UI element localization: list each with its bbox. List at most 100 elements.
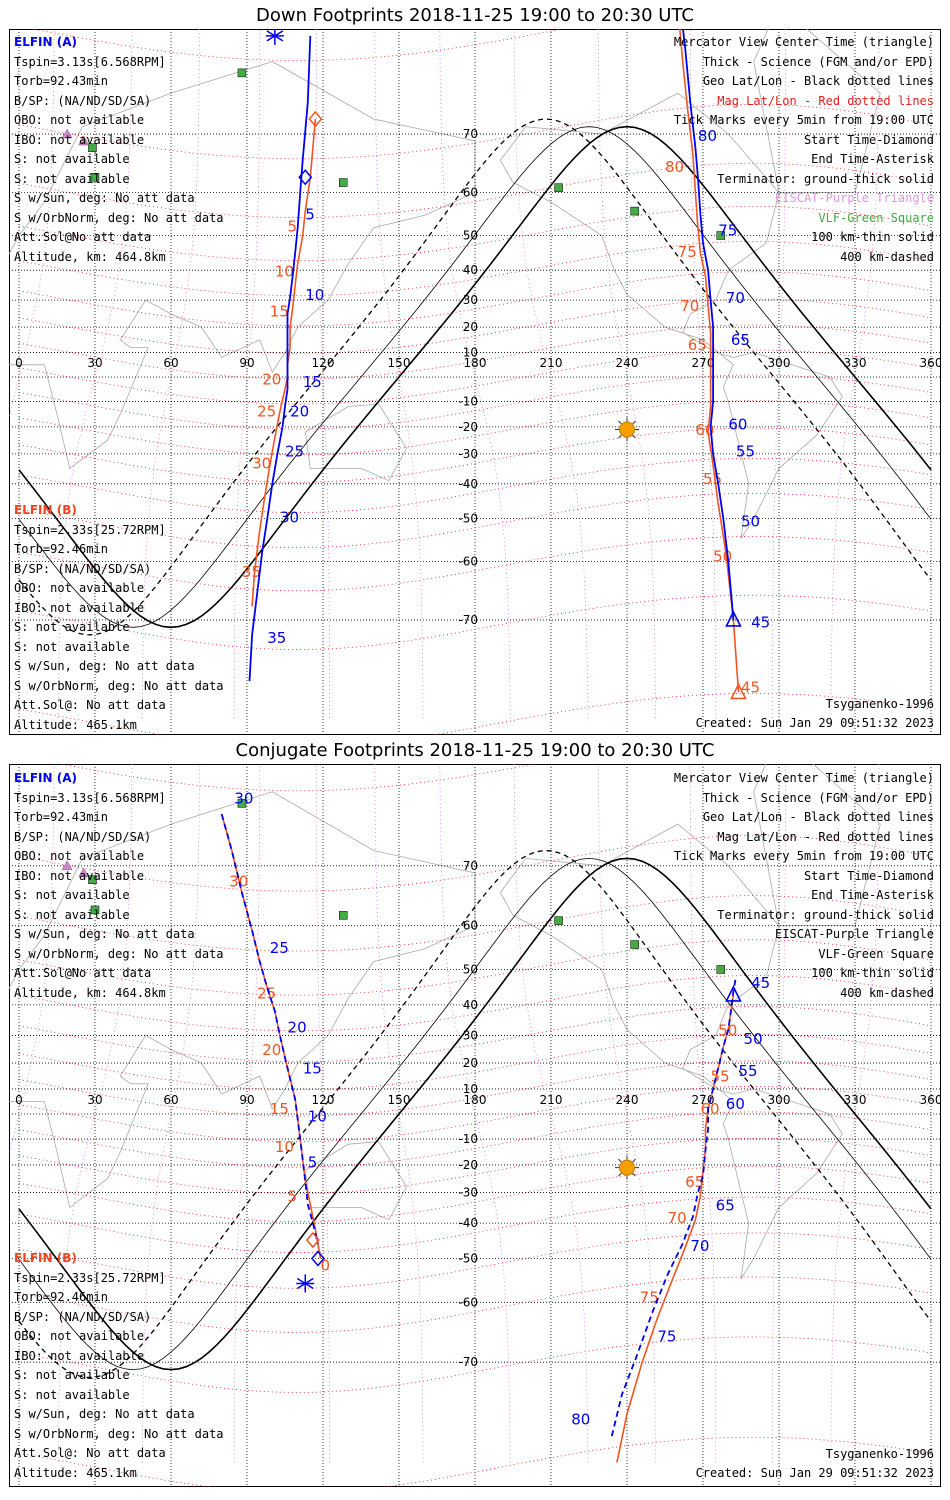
map-conjugate[interactable]: 0 30 60 90 120 150 180 210 240 270 300 330 360706050… bbox=[9, 764, 941, 1487]
mag-parallel bbox=[18, 594, 932, 651]
lat-tick-label: 10 bbox=[463, 345, 478, 359]
elfin-a-line: S w/Sun, deg: No att data bbox=[14, 191, 195, 205]
lon-tick-label: 240 bbox=[616, 1093, 639, 1107]
elfin-b-line: S: not available bbox=[14, 620, 130, 634]
lat-tick-label: 40 bbox=[463, 998, 478, 1012]
panel-title-down: Down Footprints 2018-11-25 19:00 to 20:3… bbox=[256, 5, 694, 26]
elfin-a-tick-label: 15 bbox=[303, 1060, 322, 1078]
elfin-a-tick-label: 30 bbox=[280, 508, 299, 526]
created-label-conjugate: Created: Sun Jan 29 09:51:32 2023 bbox=[695, 1466, 934, 1480]
legend-line: Mag Lat/Lon - Red dotted lines bbox=[717, 829, 934, 844]
mag-meridian bbox=[830, 29, 880, 719]
lat-tick-label: 50 bbox=[463, 962, 478, 976]
lat-tick-label: 10 bbox=[463, 1082, 478, 1096]
elfin-b-line: Att.Sol@: No att data bbox=[14, 698, 166, 712]
lat-tick-label: 20 bbox=[463, 1056, 478, 1070]
elfin-a-tick-label: 10 bbox=[305, 286, 324, 304]
elfin-b-line: Torb=92.46min bbox=[14, 542, 108, 556]
mag-parallel bbox=[18, 1276, 932, 1333]
lat-tick-label: -60 bbox=[458, 554, 478, 568]
elfin-a-tick-label: 20 bbox=[290, 403, 309, 421]
elfin-b-tick-label: 30 bbox=[252, 454, 271, 472]
lon-tick-label: 330 bbox=[844, 356, 867, 370]
elfin-b-header: ELFIN (B) bbox=[14, 1251, 77, 1265]
lat-tick-label: -10 bbox=[458, 395, 478, 409]
elfin-a-line: S: not available bbox=[14, 888, 130, 902]
elfin-b-tick-label: 25 bbox=[257, 984, 276, 1002]
legend-line: Start Time-Diamond bbox=[803, 868, 934, 883]
created-label-down: Created: Sun Jan 29 09:51:32 2023 bbox=[695, 716, 934, 730]
lon-tick-label: 0 bbox=[15, 356, 23, 370]
lon-tick-label: 150 bbox=[388, 356, 411, 370]
elfin-b-line: Altitude: 465.1km bbox=[14, 1465, 137, 1480]
mag-parallel bbox=[18, 693, 932, 735]
vlf-station-marker bbox=[630, 206, 639, 216]
legend-line: 100 km-thin solid bbox=[811, 966, 934, 980]
legend-line: VLF-Green Square bbox=[818, 210, 934, 225]
elfin-a-track bbox=[220, 813, 319, 1244]
lon-tick-label: 90 bbox=[239, 356, 254, 370]
sun-ray bbox=[618, 1172, 622, 1177]
sun-ray bbox=[618, 420, 622, 425]
elfin-a-tick-label: 60 bbox=[726, 1095, 745, 1113]
mag-parallel bbox=[18, 1111, 932, 1168]
legend-line: Tick Marks every 5min from 19:00 UTC bbox=[673, 849, 934, 863]
legend-line: 100 km-thin solid bbox=[811, 230, 934, 244]
map-down[interactable]: 0 30 60 90 120 150 180 210 240 270 300 330 360 70 60 50… bbox=[9, 29, 941, 735]
lon-tick-label: 330 bbox=[844, 1093, 867, 1107]
elfin-b-line: Tspin=2.33s[25.72RPM] bbox=[14, 522, 166, 537]
mag-parallel bbox=[18, 427, 932, 483]
lat-tick-label: -20 bbox=[458, 420, 478, 434]
mag-parallel bbox=[18, 1336, 932, 1393]
vlf-station-marker bbox=[88, 143, 97, 152]
elfin-a-tick-label: 45 bbox=[751, 974, 770, 992]
lat-tick-label: -30 bbox=[458, 1186, 478, 1200]
elfin-b-line: S w/OrbNorm, deg: No att data bbox=[14, 1426, 224, 1441]
lat-tick-label: -30 bbox=[458, 447, 478, 461]
elfin-b-tick-label: 0 bbox=[320, 1257, 330, 1275]
mag-parallel bbox=[18, 493, 932, 548]
continent-outline bbox=[304, 403, 408, 482]
mag-parallel bbox=[18, 374, 932, 430]
end-asterisk bbox=[265, 29, 284, 45]
elfin-b-track bbox=[251, 118, 317, 607]
mag-meridian bbox=[513, 764, 589, 1463]
start-diamond bbox=[298, 169, 313, 186]
sun-icon bbox=[615, 417, 639, 442]
mag-meridian bbox=[597, 764, 657, 1463]
vlf-station-marker bbox=[88, 875, 97, 885]
elfin-b-tick-label: 10 bbox=[275, 1138, 294, 1156]
lon-tick-label: 0 bbox=[15, 1093, 23, 1107]
mag-parallel bbox=[18, 1196, 932, 1253]
mag-meridian bbox=[513, 29, 589, 719]
mag-parallel bbox=[18, 1165, 932, 1222]
elfin-b-tick-label: 55 bbox=[711, 1067, 730, 1085]
model-label-down: Tsyganenko-1996 bbox=[825, 697, 934, 711]
elfin-a-tick-label: 45 bbox=[751, 613, 770, 631]
vlf-station-marker bbox=[630, 940, 639, 949]
elfin-a-tick-label: 75 bbox=[657, 1328, 676, 1346]
elfin-b-tick-label: 75 bbox=[678, 243, 697, 261]
legend-line: Start Time-Diamond bbox=[803, 132, 934, 147]
lat-tick-label: 60 bbox=[463, 186, 478, 200]
elfin-a-tick-label: 65 bbox=[716, 1196, 735, 1214]
mag-parallel bbox=[18, 400, 932, 456]
elfin-a-line: Tspin=3.13s[6.568RPM] bbox=[14, 54, 166, 69]
elfin-b-line: B/SP: (NA/ND/SD/SA) bbox=[14, 1309, 152, 1324]
elfin-a-track bbox=[682, 29, 735, 621]
elfin-b-tick-label: 50 bbox=[713, 547, 732, 565]
terminator-100km bbox=[18, 126, 932, 628]
elfin-b-line: S: not available bbox=[14, 639, 130, 654]
lat-tick-label: 30 bbox=[463, 293, 478, 307]
elfin-a-tick-label: 20 bbox=[288, 1019, 307, 1037]
elfin-b-header: ELFIN (B) bbox=[14, 503, 77, 517]
elfin-b-line: S w/Sun, deg: No att data bbox=[14, 1407, 195, 1421]
elfin-b-tick-label: 80 bbox=[665, 158, 684, 176]
elfin-b-line: S: not available bbox=[14, 1368, 130, 1382]
lat-tick-label: 30 bbox=[463, 1028, 478, 1042]
lat-tick-label: 60 bbox=[463, 919, 478, 933]
elfin-a-tick-label: 35 bbox=[267, 629, 286, 647]
lon-tick-label: 120 bbox=[312, 1093, 335, 1107]
elfin-b-line: Tspin=2.33s[25.72RPM] bbox=[14, 1270, 166, 1285]
legend-line: Terminator: ground-thick solid bbox=[717, 171, 934, 186]
